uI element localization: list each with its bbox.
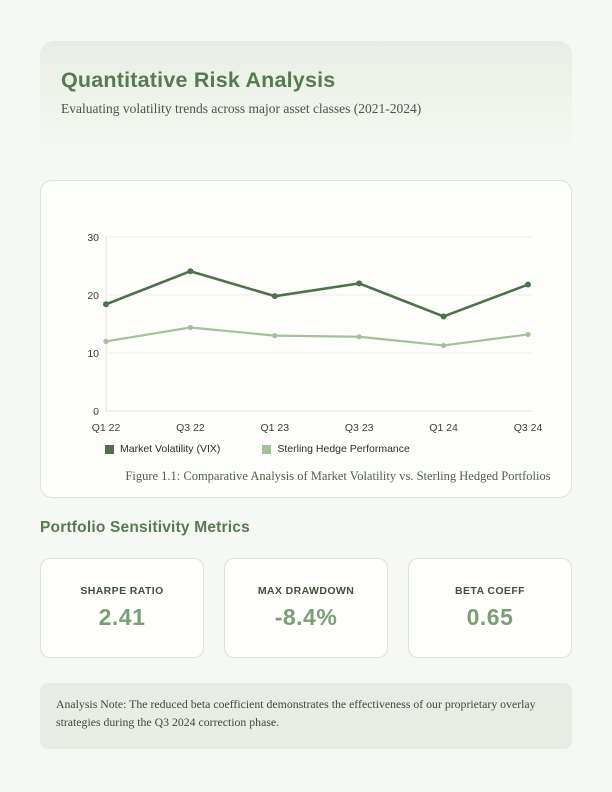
svg-text:Q3 24: Q3 24 bbox=[514, 422, 543, 434]
metric-label: BETA COEFF bbox=[455, 585, 525, 597]
metric-value: -8.4% bbox=[274, 604, 338, 630]
metric-card-beta-coeff: BETA COEFF 0.65 bbox=[408, 558, 572, 658]
legend-item: Sterling Hedge Performance bbox=[262, 443, 410, 455]
legend-label: Sterling Hedge Performance bbox=[277, 443, 410, 455]
analysis-note-text: Analysis Note: The reduced beta coeffici… bbox=[56, 697, 536, 729]
metrics-heading: Portfolio Sensitivity Metrics bbox=[40, 519, 250, 536]
svg-text:20: 20 bbox=[87, 290, 99, 302]
svg-text:Q3 22: Q3 22 bbox=[176, 422, 205, 434]
metric-label: SHARPE RATIO bbox=[80, 585, 164, 597]
legend-swatch-icon bbox=[105, 444, 114, 454]
svg-text:30: 30 bbox=[87, 232, 99, 244]
legend-label: Market Volatility (VIX) bbox=[120, 443, 221, 455]
header-card: Quantitative Risk Analysis Evaluating vo… bbox=[40, 41, 572, 148]
svg-text:Q1 22: Q1 22 bbox=[92, 422, 121, 434]
volatility-line-chart: 0 10 20 30 Q1 22 Q3 22 Q1 23 Q3 23 Q1 24 Q3 24 bbox=[87, 232, 543, 434]
chart-card: 0 10 20 30 Q1 22 Q3 22 Q1 23 Q3 23 Q1 24 Q3 24 Ma… bbox=[40, 180, 572, 498]
svg-text:Q1 24: Q1 24 bbox=[429, 422, 458, 434]
legend-swatch-icon bbox=[262, 444, 272, 454]
metric-value: 2.41 bbox=[98, 604, 146, 630]
metric-card-sharpe-ratio: SHARPE RATIO 2.41 bbox=[40, 558, 204, 658]
chart-legend: Market Volatility (VIX) Sterling Hedge Pe… bbox=[105, 443, 410, 455]
svg-text:Q3 23: Q3 23 bbox=[345, 422, 374, 434]
chart-caption: Figure 1.1: Comparative Analysis of Mark… bbox=[125, 469, 551, 483]
svg-text:10: 10 bbox=[87, 348, 99, 360]
metric-value: 0.65 bbox=[466, 604, 514, 630]
svg-text:0: 0 bbox=[93, 406, 99, 418]
analysis-note: Analysis Note: The reduced beta coeffici… bbox=[40, 683, 572, 749]
page-subtitle: Evaluating volatility trends across majo… bbox=[61, 101, 422, 116]
page-title: Quantitative Risk Analysis bbox=[61, 68, 336, 92]
svg-text:Q1 23: Q1 23 bbox=[260, 422, 289, 434]
legend-item: Market Volatility (VIX) bbox=[105, 443, 220, 455]
metric-card-max-drawdown: MAX DRAWDOWN -8.4% bbox=[224, 558, 388, 658]
metrics-row: SHARPE RATIO 2.41 MAX DRAWDOWN -8.4% BET… bbox=[40, 558, 572, 658]
metric-label: MAX DRAWDOWN bbox=[257, 585, 355, 597]
